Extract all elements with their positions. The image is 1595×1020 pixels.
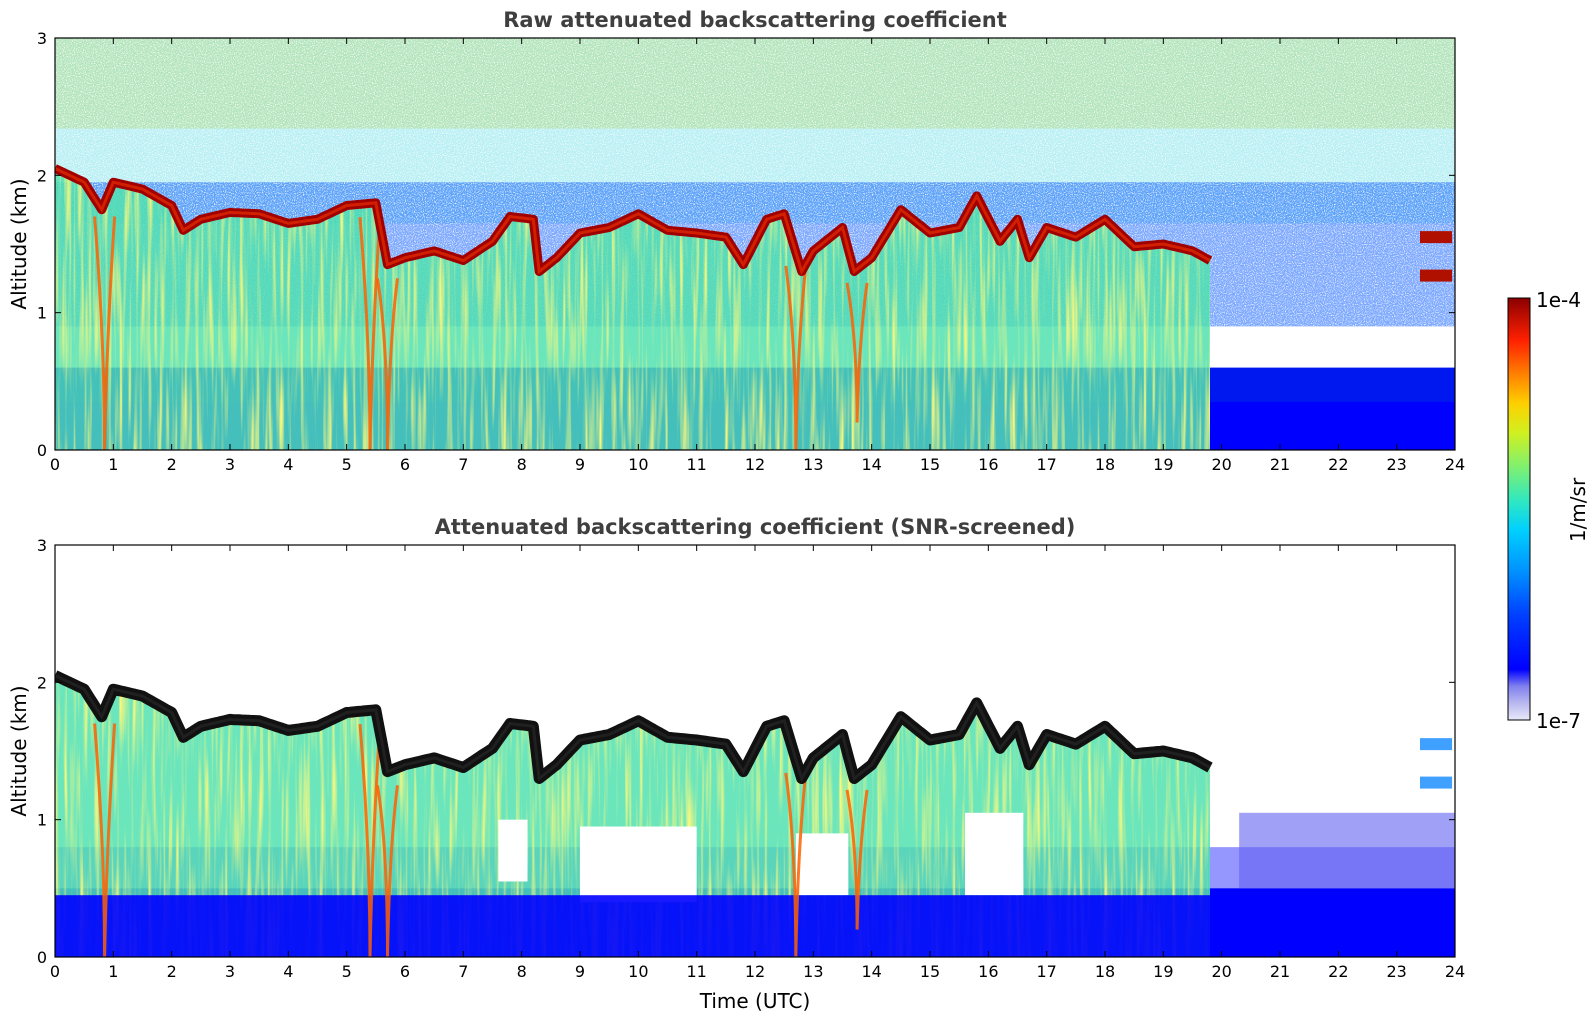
heatmap-area [55,676,1455,958]
x-tick-label: 20 [1211,455,1231,474]
x-tick-label: 1 [108,962,118,981]
y-axis-label: Altitude (km) [7,178,31,309]
x-tick-label: 8 [517,455,527,474]
x-tick-label: 22 [1328,962,1348,981]
snr-screened-panel: Attenuated backscattering coefficient (S… [7,515,1465,1013]
y-axis-label: Altitude (km) [7,685,31,816]
x-tick-label: 16 [978,455,998,474]
x-tick-label: 3 [225,455,235,474]
x-tick-label: 13 [803,455,823,474]
x-tick-label: 19 [1153,962,1173,981]
x-tick-label: 4 [283,962,293,981]
screened-gap [580,827,697,903]
y-tick-label: 1 [37,811,47,830]
y-tick-label: 0 [37,441,47,460]
x-tick-label: 5 [342,455,352,474]
x-tick-label: 22 [1328,455,1348,474]
figure: Raw attenuated backscattering coefficien… [0,0,1595,1020]
extra-layer [1420,270,1452,282]
x-axis-label: Time (UTC) [699,989,811,1013]
x-tick-label: 17 [1036,455,1056,474]
x-tick-label: 11 [686,455,706,474]
y-tick-label: 2 [37,166,47,185]
x-tick-label: 10 [628,962,648,981]
x-tick-label: 15 [920,455,940,474]
x-tick-label: 12 [745,455,765,474]
x-tick-label: 0 [50,962,60,981]
x-tick-label: 24 [1445,455,1465,474]
screened-gap [796,833,849,895]
x-tick-label: 14 [861,962,881,981]
x-tick-label: 10 [628,455,648,474]
screened-gap [965,813,1023,895]
x-tick-label: 23 [1386,455,1406,474]
colorbar-max-label: 1e-4 [1536,288,1581,312]
x-tick-label: 20 [1211,962,1231,981]
x-tick-label: 18 [1095,455,1115,474]
x-tick-label: 4 [283,455,293,474]
x-tick-label: 16 [978,962,998,981]
x-tick-label: 3 [225,962,235,981]
colorbar: 1e-4 1e-7 1/m/sr [1508,288,1590,733]
y-tick-label: 1 [37,304,47,323]
x-tick-label: 14 [861,455,881,474]
x-tick-label: 6 [400,455,410,474]
x-tick-label: 21 [1270,962,1290,981]
colorbar-unit-label: 1/m/sr [1566,477,1590,542]
raw-backscatter-panel: Raw attenuated backscattering coefficien… [7,8,1465,474]
x-tick-label: 9 [575,962,585,981]
x-tick-label: 12 [745,962,765,981]
x-tick-label: 9 [575,455,585,474]
x-tick-label: 21 [1270,455,1290,474]
x-tick-label: 0 [50,455,60,474]
y-tick-label: 3 [37,536,47,555]
x-tick-label: 24 [1445,962,1465,981]
x-tick-label: 11 [686,962,706,981]
x-tick-label: 6 [400,962,410,981]
extra-layer [1420,738,1452,750]
extra-layer [1420,777,1452,789]
x-tick-label: 7 [458,455,468,474]
x-tick-label: 8 [517,962,527,981]
screened-gap [498,820,527,882]
panel-title: Raw attenuated backscattering coefficien… [503,8,1007,32]
x-tick-label: 1 [108,455,118,474]
x-tick-label: 2 [167,455,177,474]
y-tick-label: 2 [37,673,47,692]
x-tick-label: 15 [920,962,940,981]
colorbar-gradient [1508,298,1530,720]
x-tick-label: 7 [458,962,468,981]
colorbar-min-label: 1e-7 [1536,709,1581,733]
x-tick-label: 17 [1036,962,1056,981]
x-tick-label: 5 [342,962,352,981]
panel-title: Attenuated backscattering coefficient (S… [435,515,1076,539]
x-tick-label: 19 [1153,455,1173,474]
x-tick-label: 23 [1386,962,1406,981]
y-tick-label: 0 [37,948,47,967]
x-tick-label: 2 [167,962,177,981]
x-tick-label: 18 [1095,962,1115,981]
heatmap-area [55,38,1455,450]
extra-layer [1420,231,1452,243]
x-tick-label: 13 [803,962,823,981]
y-tick-label: 3 [37,29,47,48]
